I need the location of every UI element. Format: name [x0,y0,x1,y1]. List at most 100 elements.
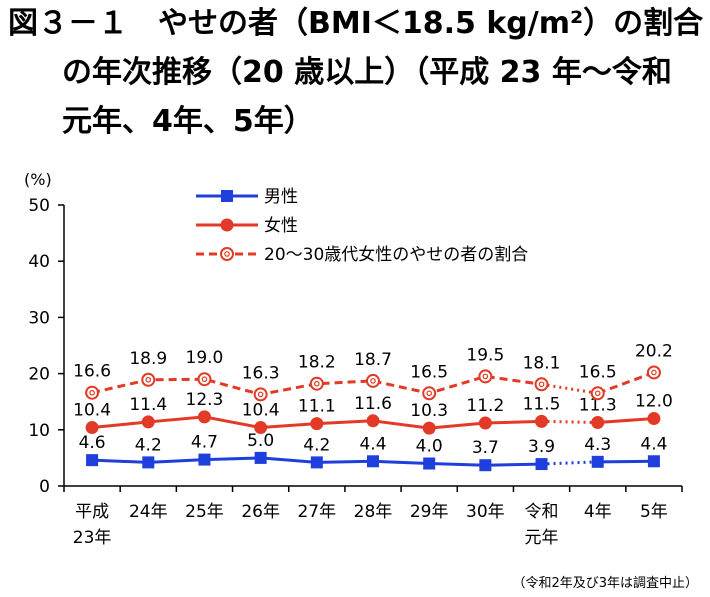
data-label-young_female: 19.5 [466,345,504,365]
data-label-female: 12.0 [635,392,673,412]
data-label-female: 11.4 [129,395,167,415]
data-point-inner-young_female [594,390,601,397]
series-gap-line-young_female [541,382,598,395]
series-line-male-recent [597,459,654,464]
series-line-young_female-recent [597,371,655,395]
data-label-young_female: 16.3 [242,363,280,383]
data-label-female: 11.3 [579,395,617,415]
data-label-female: 12.3 [186,390,224,410]
data-point-male [310,456,323,469]
x-tick-label: 24年 [129,502,168,522]
data-point-female [535,414,549,428]
title-line-2: の年次推移（20 歳以上）（平成 23 年～令和 [62,55,672,90]
data-point-inner-young_female [651,369,657,376]
series-line-female-recent [597,417,655,424]
data-point-young_female [366,373,380,388]
y-tick-label: 40 [28,252,50,272]
data-point-young_female [422,386,437,401]
legend-marker-female [220,218,234,232]
data-label-female: 11.1 [298,397,336,417]
data-point-female [85,421,99,435]
data-label-male: 5.0 [247,431,274,451]
y-axis-label: (%) [24,170,52,189]
data-label-male: 4.4 [359,434,386,454]
footnote: （令和2年及び3年は調査中止） [512,576,698,591]
data-point-inner-young_female [89,389,95,396]
data-label-male: 4.6 [79,433,106,453]
data-label-female: 11.2 [466,396,504,416]
x-tick-label: 30年 [466,502,505,522]
x-tick-label: 27年 [297,502,336,522]
data-point-female [141,415,155,429]
data-point-inner-young_female [314,380,320,387]
data-label-male: 4.4 [640,434,667,454]
data-point-young_female [646,365,661,380]
data-label-young_female: 18.1 [523,353,561,373]
data-label-young_female: 18.2 [298,353,336,373]
data-point-young_female [253,387,268,402]
data-label-young_female: 16.5 [579,362,617,382]
data-label-male: 3.7 [472,438,499,458]
x-tick-label: 元年 [525,528,559,548]
data-label-male: 4.2 [135,435,162,455]
data-point-inner-young_female [201,376,208,383]
x-tick-label: 28年 [354,502,393,522]
data-label-female: 10.4 [73,401,111,421]
data-point-inner-young_female [257,391,264,398]
data-point-male [479,459,492,472]
data-point-male [591,455,604,468]
x-tick-label: 29年 [410,502,449,522]
data-point-male [86,454,99,467]
data-point-inner-young_female [426,390,432,397]
x-tick-label: 平成 [75,502,109,522]
y-tick-label: 10 [28,421,50,441]
data-point-inner-young_female [482,373,489,380]
data-point-male [367,455,379,468]
data-label-young_female: 18.9 [129,349,167,369]
x-tick-label: 5年 [640,502,668,522]
data-point-male [142,456,155,469]
data-label-young_female: 19.0 [186,348,224,368]
data-label-young_female: 20.2 [635,341,673,361]
data-label-male: 3.9 [528,437,555,457]
data-label-female: 11.6 [354,394,392,414]
data-label-female: 10.3 [410,401,448,421]
data-label-male: 4.0 [416,437,443,457]
y-tick-label: 50 [28,196,50,216]
x-tick-label: 令和 [525,502,559,522]
data-point-inner-young_female [538,381,545,388]
data-point-female [478,416,492,430]
data-label-male: 4.2 [303,435,330,455]
data-point-female [366,414,380,428]
data-point-female [591,415,605,429]
legend-marker-inner-young_female [224,251,230,257]
data-point-female [647,412,661,426]
title-line-3: 元年、4年、5年） [62,104,314,139]
data-point-young_female [534,377,549,392]
data-point-female [422,421,436,435]
x-tick-label: 4年 [584,502,612,522]
legend-label-female: 女性 [264,216,298,236]
data-point-male [535,458,548,471]
legend-marker-male [221,190,233,202]
data-point-inner-young_female [145,376,152,383]
legend-label-young_female: 20～30歳代女性のやせの者の割合 [264,245,528,265]
data-point-male [423,457,436,470]
data-point-female [310,417,324,431]
y-tick-label: 0 [39,477,50,497]
data-label-young_female: 18.7 [354,350,392,370]
series-gap-line-female [541,419,598,424]
data-point-female [254,421,268,435]
data-point-young_female [309,376,324,391]
data-point-male [254,451,267,464]
series-gap-line-male [541,460,598,466]
y-tick-label: 30 [28,308,50,328]
data-label-male: 4.3 [584,435,611,455]
data-point-male [647,455,660,468]
data-point-female [197,410,211,424]
legend-label-male: 男性 [264,187,298,207]
data-point-young_female [478,369,493,384]
x-tick-label: 23年 [73,528,112,548]
data-label-young_female: 16.6 [73,362,111,382]
